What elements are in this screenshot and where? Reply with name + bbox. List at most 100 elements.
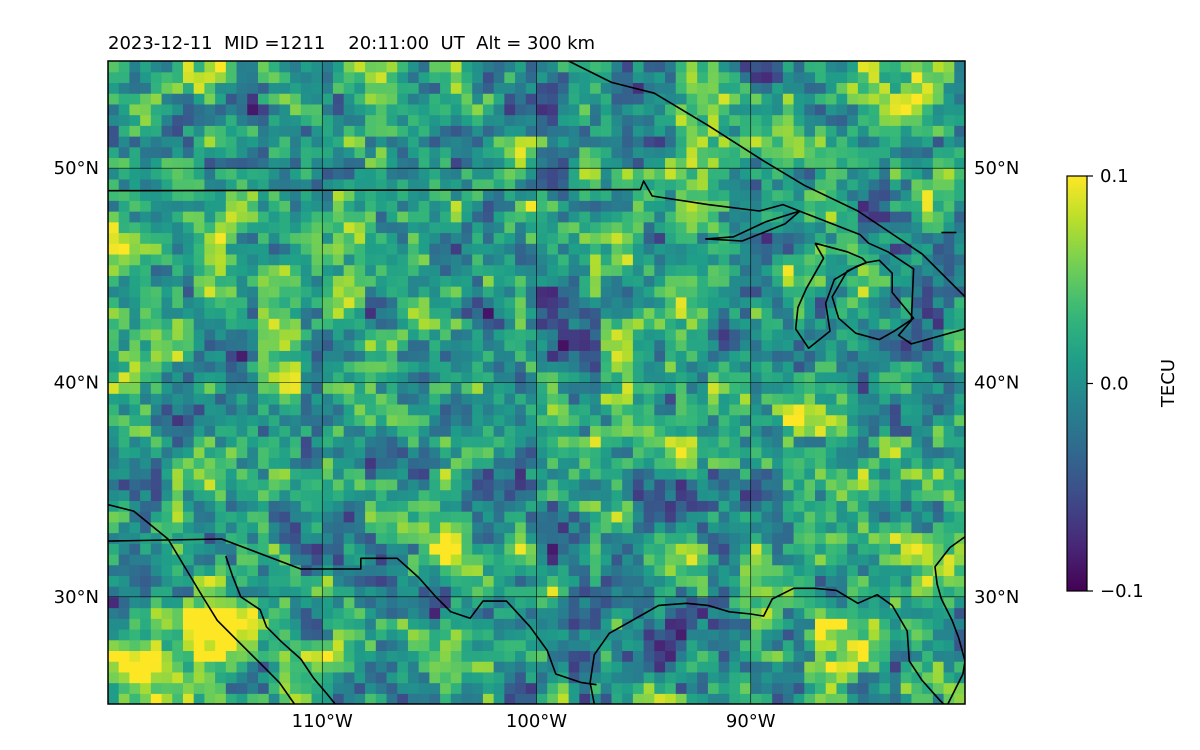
heatmap-cell [804,511,816,523]
heatmap-cell [857,564,870,576]
heatmap-cell [332,553,345,566]
heatmap-cell [515,446,527,459]
heatmap-cell [343,361,355,373]
heatmap-cell [461,146,473,159]
heatmap-cell [300,693,313,704]
heatmap-cell [215,639,227,652]
heatmap-cell [472,136,484,148]
heatmap-cell [525,382,538,394]
heatmap-cell [129,296,141,309]
heatmap-cell [815,136,827,148]
heatmap-cell [418,661,430,673]
heatmap-cell [557,61,570,73]
heatmap-cell [472,361,484,373]
heatmap-cell [654,586,666,598]
heatmap-cell [954,671,965,684]
heatmap-cell [418,328,430,341]
heatmap-cell [247,146,259,159]
heatmap-cell [718,157,730,169]
heatmap-cell [643,661,655,673]
heatmap-cell [622,264,634,276]
heatmap-cell [686,253,698,266]
heatmap-cell [236,586,248,598]
heatmap-cell [407,500,420,512]
heatmap-cell [697,189,709,201]
heatmap-cell [900,596,913,609]
heatmap-cell [911,639,923,652]
heatmap-cell [268,114,280,126]
heatmap-cell [890,553,902,566]
heatmap-cell [825,221,838,234]
heatmap-cell [440,361,452,373]
heatmap-cell [879,275,891,287]
heatmap-cell [665,350,677,362]
heatmap-cell [182,639,195,652]
heatmap-cell [590,296,602,309]
heatmap-cell [418,103,430,116]
heatmap-cell [193,275,206,287]
heatmap-cell [675,61,688,73]
heatmap-cell [247,532,259,544]
heatmap-cell [257,511,270,523]
heatmap-cell [204,136,216,148]
heatmap-cell [825,628,838,641]
heatmap-cell [836,136,848,148]
heatmap-cell [804,82,816,94]
heatmap-cell [279,628,291,641]
heatmap-cell [611,275,623,287]
heatmap-cell [954,211,965,223]
heatmap-cell [129,575,141,587]
heatmap-cell [322,425,334,437]
heatmap-cell [590,607,602,619]
heatmap-cell [772,393,784,405]
heatmap-cell [365,382,377,394]
heatmap-cell [386,71,398,84]
heatmap-cell [643,125,655,137]
heatmap-cell [932,607,945,619]
heatmap-cell [804,671,816,684]
heatmap-cell [590,425,602,437]
heatmap-cell [182,146,195,159]
heatmap-cell [450,478,463,491]
heatmap-cell [665,339,677,351]
heatmap-cell [697,393,709,405]
heatmap-cell [504,650,516,662]
heatmap-cell [322,671,334,684]
heatmap-cell [932,436,945,448]
heatmap-cell [225,221,238,234]
heatmap-cell [332,521,345,534]
heatmap-cell [172,661,184,673]
heatmap-cell [525,628,538,641]
heatmap-cell [590,414,602,426]
heatmap-cell [193,596,206,609]
heatmap-cell [579,414,591,426]
heatmap-cell [268,436,280,448]
heatmap-cell [536,211,548,223]
heatmap-cell [536,478,548,491]
heatmap-cell [354,489,366,501]
heatmap-cell [622,414,634,426]
heatmap-cell [129,350,141,362]
heatmap-cell [697,82,709,94]
heatmap-cell [579,328,591,341]
heatmap-cell [718,71,730,84]
heatmap-cell [718,328,730,341]
heatmap-cell [311,650,323,662]
heatmap-cell [461,361,473,373]
heatmap-cell [697,232,709,244]
heatmap-cell [161,639,173,652]
heatmap-cell [557,607,570,619]
heatmap-cell [407,264,420,276]
heatmap-cell [172,146,184,159]
heatmap-cell [804,286,816,298]
heatmap-cell [654,318,666,330]
heatmap-cell [407,200,420,212]
heatmap-cell [547,296,559,309]
heatmap-cell [129,318,141,330]
heatmap-cell [236,521,248,534]
heatmap-cell [632,575,645,587]
heatmap-cell [579,361,591,373]
heatmap-cell [879,178,891,191]
heatmap-cell [836,521,848,534]
heatmap-cell [365,693,377,704]
